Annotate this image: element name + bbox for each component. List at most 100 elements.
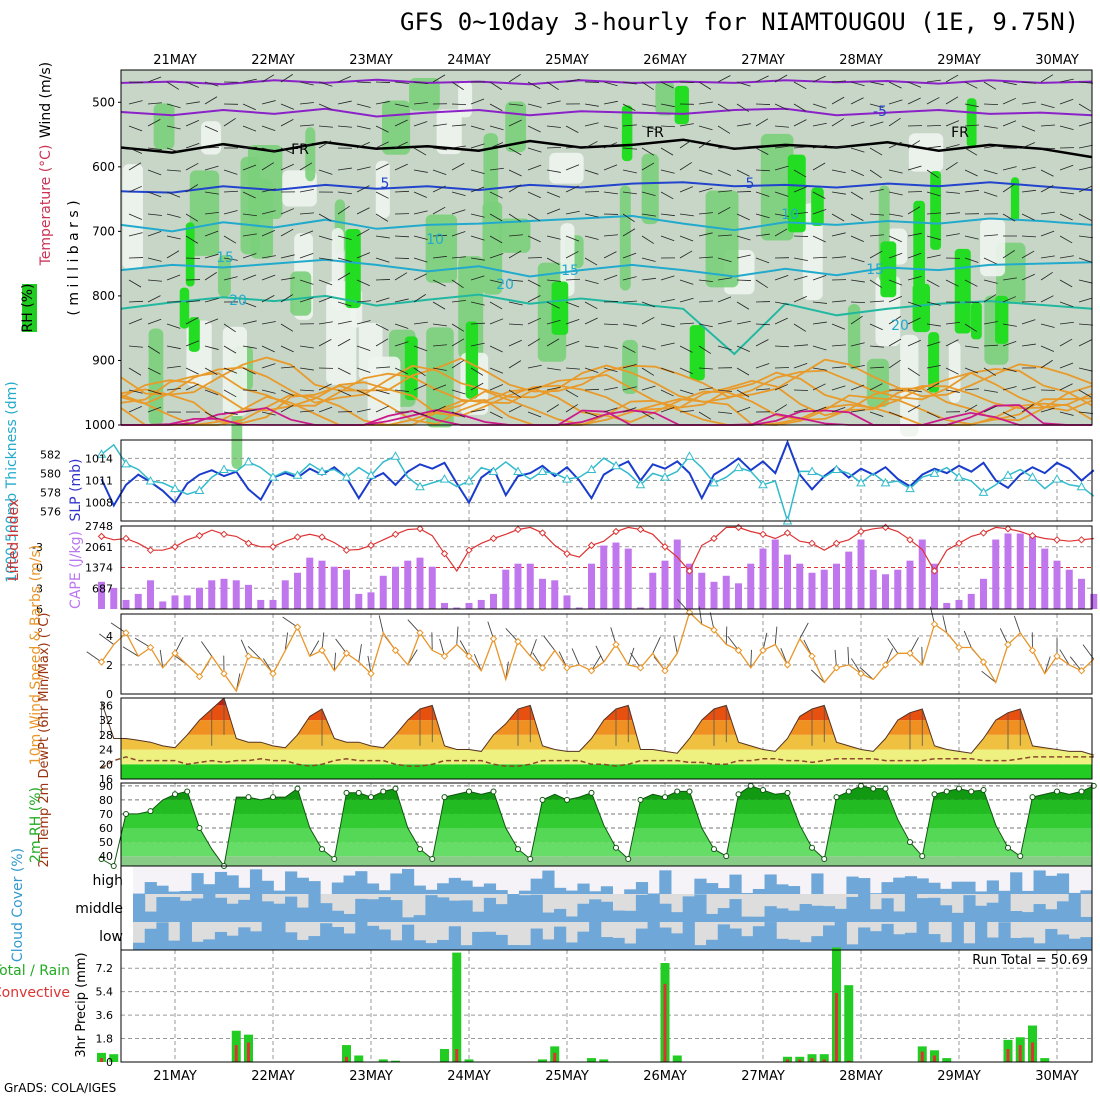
wind-barb xyxy=(451,389,466,395)
rh-humid-patch xyxy=(185,222,195,287)
wind-barb xyxy=(128,100,143,105)
wind-barb xyxy=(185,300,200,303)
cloud-cover-cell xyxy=(706,883,719,894)
wind-barb xyxy=(185,142,200,149)
wind-speed-point xyxy=(1028,646,1037,655)
wind-speed-point xyxy=(734,646,743,655)
rh-2m-point xyxy=(821,855,828,862)
cloud-cover-cell xyxy=(787,910,801,922)
wind-barb xyxy=(831,145,846,149)
cloud-cover-cell xyxy=(238,887,251,894)
wind-speed-point xyxy=(293,623,302,631)
wind-barb xyxy=(793,362,808,369)
wind-barb xyxy=(565,389,579,398)
panel-frame xyxy=(120,949,1093,1063)
wind-speed-point xyxy=(171,649,179,657)
wind-barb xyxy=(1059,279,1073,288)
lifted-index-point xyxy=(1004,525,1012,533)
wind-barb xyxy=(812,321,827,325)
cloud-cover-cell xyxy=(203,884,216,894)
rh-2m-point xyxy=(380,788,387,795)
cloud-cover-cell xyxy=(390,900,403,922)
rh-humid-patch xyxy=(995,295,1009,344)
wind-barb xyxy=(261,100,276,105)
wind-barb xyxy=(945,120,960,127)
wind-barb xyxy=(907,140,921,149)
wind-barb xyxy=(280,228,294,237)
wind-barb xyxy=(470,169,485,175)
wind-barb xyxy=(1040,345,1055,352)
precip-total-bar xyxy=(378,1059,388,1062)
thickness-tick-label: 578 xyxy=(40,486,61,499)
wind-barb xyxy=(698,125,713,131)
cape-bar xyxy=(477,599,485,609)
wind-barb xyxy=(755,279,768,289)
wind-barb xyxy=(470,367,484,376)
wind-barb xyxy=(812,345,827,351)
wind-barb xyxy=(1002,250,1015,259)
rh-2m-point xyxy=(172,791,178,798)
li-tick-label: 0 xyxy=(36,562,43,575)
wind-barb xyxy=(432,74,446,83)
wind-barb xyxy=(546,279,561,282)
wind-barb xyxy=(242,367,256,375)
wind-barb xyxy=(1078,121,1093,127)
wind-barb xyxy=(812,383,826,391)
wind-barb xyxy=(147,191,162,198)
wind-barb xyxy=(869,345,884,348)
wind-speed-line xyxy=(100,611,1095,693)
wind-barb xyxy=(356,300,371,303)
cloud-cover-cell xyxy=(916,878,929,894)
wind-barb xyxy=(660,235,675,242)
wind-barb xyxy=(983,125,998,129)
wind-barb xyxy=(223,169,238,175)
wind-barb xyxy=(432,255,447,259)
thickness-tick-label: 580 xyxy=(40,467,61,480)
rh-tick-label: 60 xyxy=(99,822,113,835)
lifted-index-point xyxy=(440,549,449,558)
wind-barb xyxy=(641,191,656,197)
wind-barb xyxy=(128,405,142,413)
wind-barb xyxy=(299,230,314,237)
wind-barb xyxy=(736,81,751,87)
wind-barb xyxy=(698,232,713,237)
slp-series-line xyxy=(100,439,1095,508)
lifted-index-point xyxy=(538,529,547,537)
date-label-bottom: 24MAY xyxy=(447,1069,491,1084)
wind-barb xyxy=(565,404,578,413)
wind-barb xyxy=(299,142,314,149)
thickness-point xyxy=(194,485,205,495)
wind-barb xyxy=(964,345,979,349)
pressure-tick-label: 900 xyxy=(92,353,115,367)
rh-2m-point xyxy=(98,855,105,862)
rh-humid-patch xyxy=(179,287,190,329)
wind-barb xyxy=(185,340,200,347)
wind-barb xyxy=(166,365,181,369)
cloud-cover-cell xyxy=(1068,938,1081,950)
wind-barb xyxy=(375,323,389,331)
cloud-cover-cell xyxy=(366,899,380,922)
wind-barb xyxy=(204,253,219,259)
wind-barb xyxy=(983,405,997,413)
wind-barb xyxy=(812,103,827,109)
wind-speed-point xyxy=(783,661,792,669)
wind-barb-10m xyxy=(529,639,537,657)
cloud-cover-cell xyxy=(191,898,204,922)
wind-barb xyxy=(337,389,351,397)
wind-barb xyxy=(736,123,751,127)
lifted-index-point xyxy=(146,546,155,554)
wind-barb xyxy=(717,206,731,215)
wind-barb xyxy=(945,279,959,287)
wind-barb xyxy=(470,342,485,347)
cloud-cover-cell xyxy=(881,882,894,894)
wind-barb xyxy=(983,81,997,90)
wind-barb xyxy=(736,103,749,112)
cape-bar xyxy=(245,584,252,609)
wind-barb xyxy=(1059,321,1074,325)
temp-2m-line xyxy=(101,697,1094,756)
wind-barb xyxy=(223,235,237,244)
cloud-cover-cell xyxy=(741,916,754,922)
wind-barb xyxy=(907,81,922,88)
wind-barb xyxy=(280,366,295,369)
wind-barb xyxy=(356,408,371,413)
